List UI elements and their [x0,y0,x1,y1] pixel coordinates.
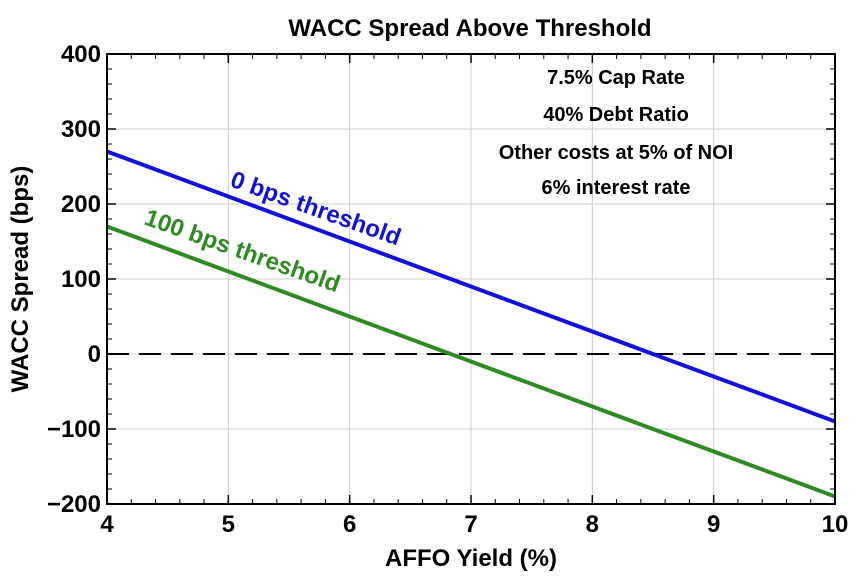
annotation-block: 7.5% Cap Rate 40% Debt Ratio Other costs… [499,67,734,199]
chart-title: WACC Spread Above Threshold [288,15,651,42]
x-tick-label: 8 [586,511,599,538]
y-tick-label: −200 [47,491,101,518]
y-tick-label: 100 [61,266,101,293]
x-tick-label: 7 [464,511,477,538]
y-axis-ticks: −200 −100 0 100 200 300 400 [47,41,835,518]
series-line-0 [106,149,836,424]
y-tick-label: 300 [61,116,101,143]
y-tick-label: 400 [61,41,101,68]
series-line-1 [106,224,836,499]
x-tick-label: 9 [707,511,720,538]
x-tick-label: 6 [343,511,356,538]
x-axis-ticks: 4 5 6 7 8 9 10 [100,54,848,538]
series-lines [106,149,836,499]
y-tick-label: 200 [61,191,101,218]
x-tick-label: 4 [100,511,114,538]
annotation-other-costs: Other costs at 5% of NOI [499,142,734,164]
series-label-0bps: 0 bps threshold [227,166,404,251]
x-tick-label: 5 [222,511,235,538]
grid-lines [106,53,836,505]
x-axis-label: AFFO Yield (%) [385,545,557,572]
y-axis-label: WACC Spread (bps) [7,166,34,393]
annotation-interest-rate: 6% interest rate [542,177,691,199]
x-tick-label: 10 [822,511,849,538]
y-tick-label: −100 [47,416,101,443]
annotation-cap-rate: 7.5% Cap Rate [547,67,685,89]
annotation-debt-ratio: 40% Debt Ratio [543,104,689,126]
y-tick-label: 0 [88,341,101,368]
